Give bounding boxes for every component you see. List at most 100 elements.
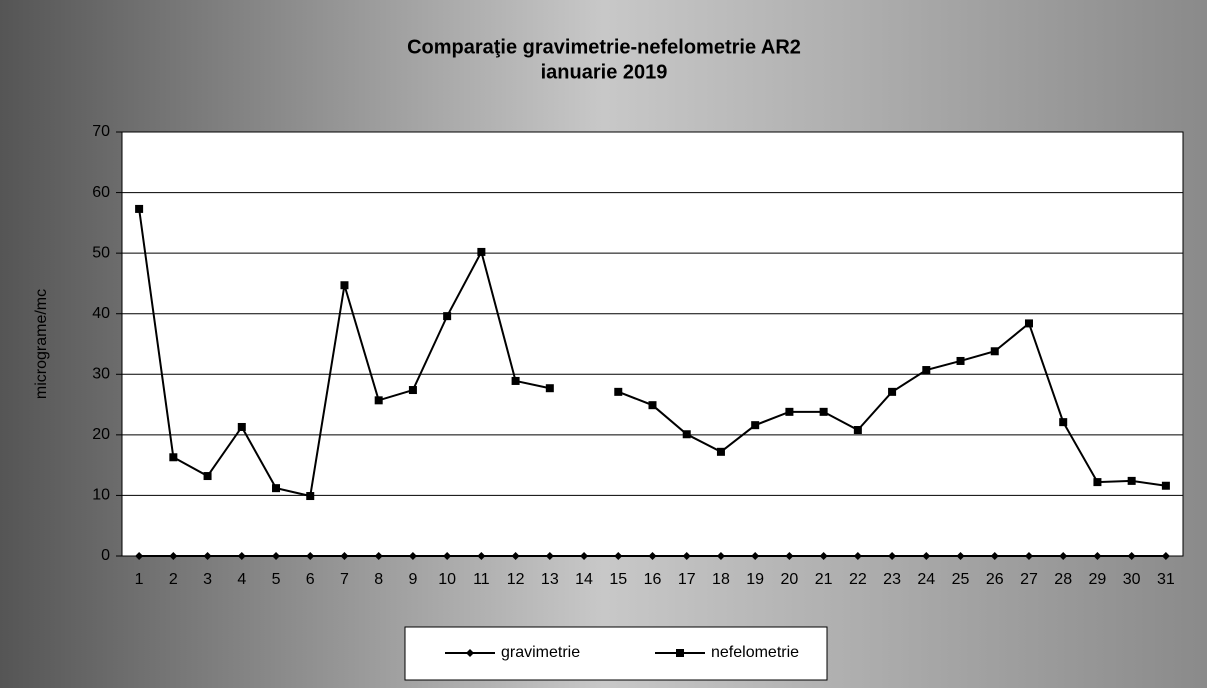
point: [203, 552, 212, 560]
point: [1093, 552, 1102, 560]
y-axis-label: micrograme/mc: [33, 289, 50, 399]
x-tick-label: 14: [575, 571, 593, 588]
x-tick-label: 25: [952, 571, 970, 588]
point: [443, 552, 452, 560]
point: [374, 552, 383, 560]
point: [1024, 319, 1033, 328]
point: [443, 312, 452, 321]
point: [511, 552, 520, 560]
x-tick-label: 18: [712, 571, 730, 588]
point: [237, 422, 246, 431]
point: [922, 552, 931, 560]
x-tick-label: 20: [781, 571, 799, 588]
x-tick-label: 16: [644, 571, 662, 588]
x-tick-label: 9: [408, 571, 417, 588]
point: [1161, 552, 1170, 560]
x-tick-label: 8: [374, 571, 383, 588]
x-tick-label: 12: [507, 571, 525, 588]
x-tick-label: 6: [306, 571, 315, 588]
point: [614, 552, 623, 560]
y-tick-label: 0: [101, 547, 110, 564]
point: [135, 552, 144, 560]
point: [819, 552, 828, 560]
x-tick-label: 30: [1123, 571, 1141, 588]
legend-label: nefelometrie: [711, 644, 799, 661]
point: [408, 386, 417, 395]
point: [340, 281, 349, 290]
chart-title: Comparaţie gravimetrie-nefelometrie AR2: [407, 36, 801, 58]
point: [785, 407, 794, 416]
point: [614, 387, 623, 396]
y-tick-label: 30: [92, 366, 110, 383]
point: [888, 552, 897, 560]
point: [853, 552, 862, 560]
point: [956, 552, 965, 560]
y-tick-label: 20: [92, 426, 110, 443]
point: [203, 472, 212, 481]
point: [990, 552, 999, 560]
legend-marker: [466, 649, 474, 657]
point: [956, 356, 965, 365]
point: [272, 552, 281, 560]
point: [511, 376, 520, 385]
legend-label: gravimetrie: [501, 644, 580, 661]
point: [785, 552, 794, 560]
point: [306, 492, 315, 501]
point: [716, 552, 725, 560]
point: [477, 247, 486, 256]
point: [580, 552, 589, 560]
point: [1059, 552, 1068, 560]
point: [648, 552, 657, 560]
point: [1059, 418, 1068, 427]
y-tick-label: 50: [92, 244, 110, 261]
point: [1127, 476, 1136, 485]
x-tick-label: 31: [1157, 571, 1175, 588]
point: [1093, 478, 1102, 487]
point: [922, 366, 931, 375]
point: [853, 426, 862, 435]
point: [169, 552, 178, 560]
point: [545, 552, 554, 560]
point: [237, 552, 246, 560]
x-tick-label: 17: [678, 571, 696, 588]
point: [306, 552, 315, 560]
point: [990, 347, 999, 356]
x-tick-label: 27: [1020, 571, 1038, 588]
x-tick-label: 10: [438, 571, 456, 588]
x-tick-label: 19: [746, 571, 764, 588]
point: [888, 387, 897, 396]
x-tick-label: 2: [169, 571, 178, 588]
y-tick-label: 10: [92, 487, 110, 504]
x-tick-label: 11: [473, 571, 490, 588]
point: [135, 204, 144, 213]
x-tick-label: 3: [203, 571, 212, 588]
x-tick-label: 4: [237, 571, 246, 588]
y-tick-label: 70: [92, 123, 110, 140]
point: [751, 421, 760, 430]
point: [408, 552, 417, 560]
point: [1024, 552, 1033, 560]
y-tick-label: 40: [92, 305, 110, 322]
point: [751, 552, 760, 560]
x-tick-label: 21: [815, 571, 833, 588]
x-tick-label: 5: [272, 571, 281, 588]
point: [1127, 552, 1136, 560]
point: [545, 384, 554, 393]
point: [374, 396, 383, 405]
point: [272, 484, 281, 493]
point: [682, 552, 691, 560]
x-tick-label: 15: [609, 571, 627, 588]
plot-area: [121, 131, 1184, 557]
x-tick-label: 24: [917, 571, 935, 588]
x-tick-label: 26: [986, 571, 1004, 588]
x-tick-label: 22: [849, 571, 867, 588]
x-tick-label: 13: [541, 571, 559, 588]
x-tick-label: 29: [1089, 571, 1107, 588]
x-tick-label: 28: [1054, 571, 1072, 588]
point: [819, 407, 828, 416]
y-tick-label: 60: [92, 184, 110, 201]
x-tick-label: 23: [883, 571, 901, 588]
x-tick-label: 7: [340, 571, 349, 588]
point: [477, 552, 486, 560]
